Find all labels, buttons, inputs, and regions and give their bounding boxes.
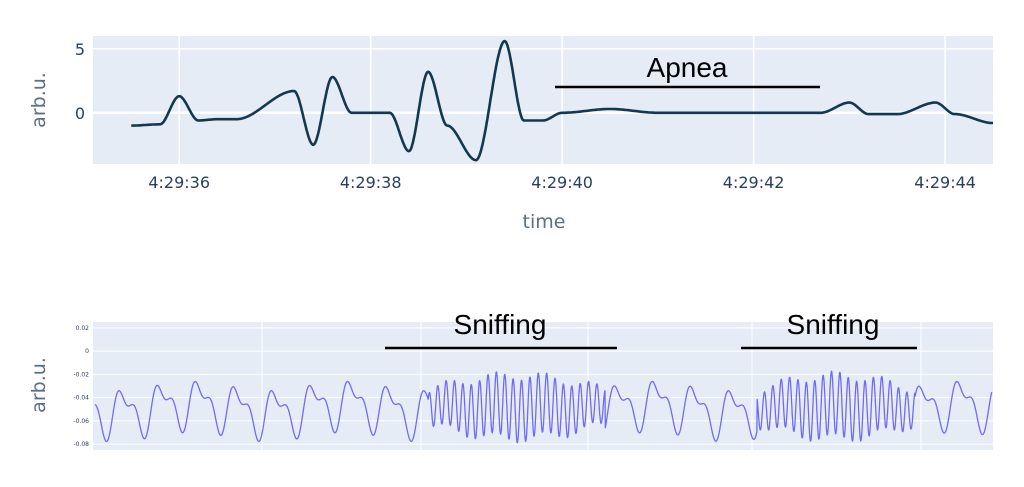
top-x-axis-title: time (523, 211, 566, 233)
top-y-tick-label: 0 (75, 104, 85, 123)
bottom-y-ticks: 0.02 0 -0.02 -0.04 -0.06 -0.08 (73, 325, 89, 448)
bottom-y-tick-label: -0.08 (73, 441, 89, 448)
sniffing-label-1: Sniffing (454, 309, 547, 340)
bottom-y-tick-label: 0.02 (76, 325, 90, 332)
top-y-tick-label: 5 (75, 40, 85, 59)
top-x-ticks: 4:29:36 4:29:38 4:29:40 4:29:42 4:29:44 (148, 173, 976, 192)
top-chart: 4:29:36 4:29:38 4:29:40 4:29:42 4:29:44 50 t… (28, 36, 993, 233)
top-plot-area (93, 36, 993, 164)
top-x-tick-label: 4:29:38 (340, 173, 402, 192)
apnea-label: Apnea (647, 52, 728, 83)
top-y-axis-title: arb.u. (28, 72, 50, 128)
bottom-y-tick-label: -0.06 (73, 418, 89, 425)
top-x-tick-label: 4:29:42 (723, 173, 785, 192)
bottom-y-axis-title: arb.u. (28, 357, 50, 413)
sniffing-label-2: Sniffing (787, 309, 880, 340)
bottom-y-tick-label: -0.02 (73, 371, 89, 378)
bottom-chart: 0.02 0 -0.02 -0.04 -0.06 -0.08 arb.u. Sniffin… (28, 309, 993, 450)
top-x-tick-label: 4:29:36 (148, 173, 210, 192)
top-y-ticks: 50 (75, 40, 85, 123)
top-x-tick-label: 4:29:44 (914, 173, 976, 192)
bottom-y-tick-label: 0 (85, 348, 89, 355)
bottom-y-tick-label: -0.04 (73, 395, 89, 402)
top-x-tick-label: 4:29:40 (531, 173, 593, 192)
